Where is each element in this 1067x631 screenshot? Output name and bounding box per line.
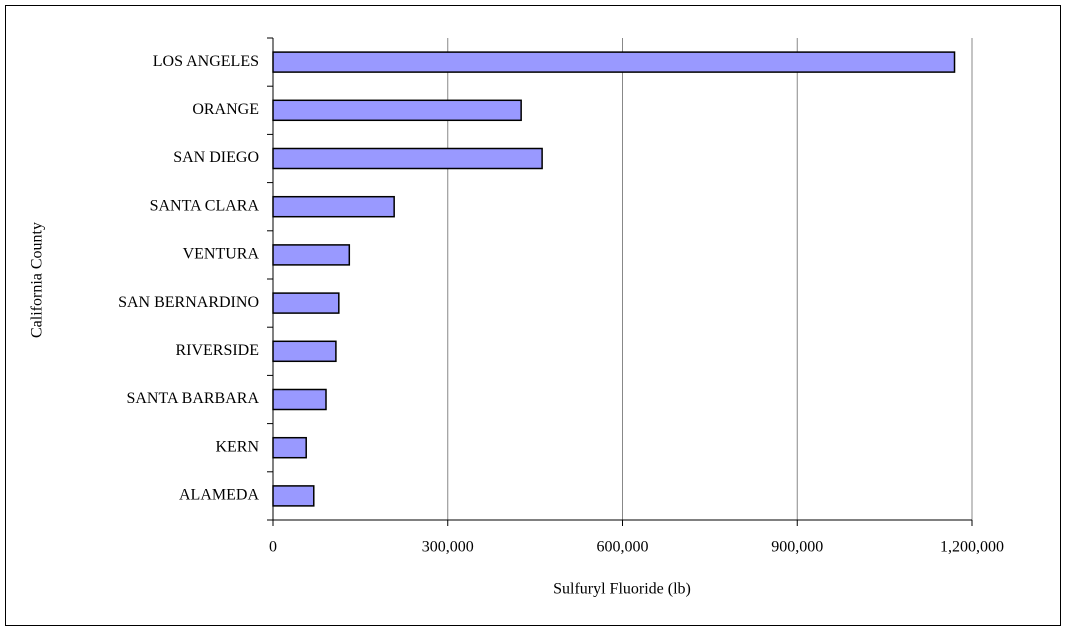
x-tick-label: 0 xyxy=(269,539,277,556)
bar xyxy=(272,388,327,411)
bar xyxy=(272,485,315,507)
x-tick-label: 600,000 xyxy=(597,539,649,556)
y-tick-label: ALAMEDA xyxy=(179,487,259,504)
bar xyxy=(272,195,395,218)
chart-border xyxy=(5,5,1061,626)
y-tick-label: RIVERSIDE xyxy=(175,342,259,359)
y-tick-label: VENTURA xyxy=(183,246,260,263)
x-axis-title: Sulfuryl Fluoride (lb) xyxy=(553,581,691,598)
y-tick-label: SANTA BARBARA xyxy=(126,390,259,407)
bar xyxy=(272,244,351,266)
y-axis-title: California County xyxy=(29,222,46,338)
x-tick-label: 1,200,000 xyxy=(940,539,1004,556)
bar xyxy=(272,340,337,363)
y-tick-label: SAN BERNARDINO xyxy=(118,294,259,311)
bar xyxy=(272,51,956,73)
y-tick-label: SAN DIEGO xyxy=(173,149,259,166)
bar xyxy=(272,99,522,122)
y-tick-label: KERN xyxy=(215,438,259,455)
bar xyxy=(272,436,307,459)
bar xyxy=(272,292,340,314)
y-tick-label: SANTA CLARA xyxy=(150,197,260,214)
bar xyxy=(272,147,543,170)
y-tick-label: ORANGE xyxy=(192,101,259,118)
y-tick-label: LOS ANGELES xyxy=(153,53,259,70)
x-tick-label: 900,000 xyxy=(771,539,823,556)
x-tick-label: 300,000 xyxy=(422,539,474,556)
